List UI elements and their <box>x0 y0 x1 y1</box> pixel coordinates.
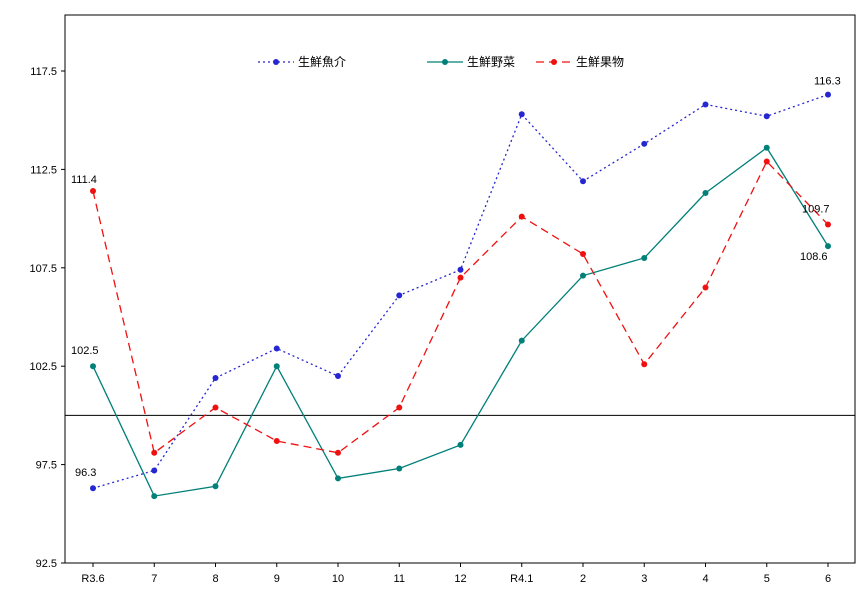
series-0-marker <box>702 101 709 108</box>
series-2-marker <box>151 449 158 456</box>
series-2-marker <box>335 449 341 456</box>
series-2-marker <box>273 437 280 444</box>
x-tick-label: 6 <box>825 573 831 585</box>
y-tick-label: 107.5 <box>29 263 57 275</box>
legend-label: 生鮮魚介 <box>298 55 346 69</box>
y-tick-label: 117.5 <box>30 66 57 78</box>
x-tick-label: 2 <box>580 573 586 585</box>
legend-label: 生鮮野菜 <box>467 55 515 69</box>
series-1-marker <box>702 190 709 197</box>
series-1-marker <box>457 441 464 448</box>
series-0-marker <box>457 266 464 273</box>
series-2-marker <box>518 213 525 220</box>
legend-marker <box>273 59 279 65</box>
series-0-marker <box>396 292 403 299</box>
legend-item: 生鮮野菜 <box>427 55 515 69</box>
series-2-marker <box>457 274 464 281</box>
series-1-marker <box>273 363 280 370</box>
y-tick-label: 102.5 <box>29 361 57 373</box>
x-tick-label: 3 <box>641 573 647 585</box>
legend-label: 生鮮果物 <box>576 55 624 69</box>
series-1-marker <box>212 483 219 490</box>
legend-marker <box>551 59 557 65</box>
x-tick-label: R3.6 <box>81 573 104 585</box>
x-tick-label: 4 <box>702 573 708 585</box>
series-1-marker <box>396 465 403 472</box>
series-0-marker <box>212 375 219 382</box>
data-label: 108.6 <box>800 251 828 263</box>
series-1-marker <box>825 243 831 250</box>
series-1-marker <box>151 493 158 500</box>
series-1-marker <box>641 254 648 261</box>
series-2-marker <box>396 404 403 411</box>
series-0-marker <box>90 485 96 492</box>
x-tick-label: 9 <box>274 573 280 585</box>
x-tick-label: 10 <box>332 573 344 585</box>
series-0-marker <box>763 113 770 120</box>
series-2-marker <box>90 188 96 195</box>
plot-area <box>64 14 856 564</box>
series-2-marker <box>641 361 648 368</box>
x-tick-label: 5 <box>764 573 770 585</box>
x-tick-label: 8 <box>212 573 218 585</box>
data-label: 111.4 <box>71 174 97 186</box>
series-0-marker <box>518 111 525 118</box>
data-label: 109.7 <box>802 204 830 216</box>
legend-marker <box>442 59 448 65</box>
y-tick-label: 92.5 <box>36 558 57 570</box>
x-tick-label: 11 <box>394 573 405 585</box>
series-0-marker <box>641 140 648 147</box>
x-tick-label: 7 <box>151 573 157 585</box>
x-tick-label: 12 <box>454 573 466 585</box>
series-0-marker <box>335 373 341 380</box>
legend-item: 生鮮魚介 <box>258 55 346 69</box>
data-label: 116.3 <box>814 76 841 88</box>
series-2-marker <box>763 158 770 165</box>
series-2-marker <box>702 284 709 291</box>
series-1-marker <box>90 363 96 370</box>
legend-item: 生鮮果物 <box>536 55 624 69</box>
series-0-marker <box>273 345 280 352</box>
series-2-marker <box>580 251 586 258</box>
series-1-marker <box>518 337 525 344</box>
series-0-marker <box>151 467 158 474</box>
data-label: 96.3 <box>75 467 96 479</box>
y-tick-label: 97.5 <box>36 460 57 472</box>
series-1-marker <box>763 144 770 151</box>
x-tick-label: R4.1 <box>510 573 533 585</box>
series-0-marker <box>580 178 586 185</box>
data-label: 102.5 <box>71 345 99 357</box>
series-1-marker <box>580 272 586 279</box>
series-2-marker <box>825 221 831 228</box>
series-1-marker <box>335 475 341 482</box>
y-tick-label: 112.5 <box>30 164 57 176</box>
series-0-marker <box>825 91 831 98</box>
series-2-marker <box>212 404 219 411</box>
